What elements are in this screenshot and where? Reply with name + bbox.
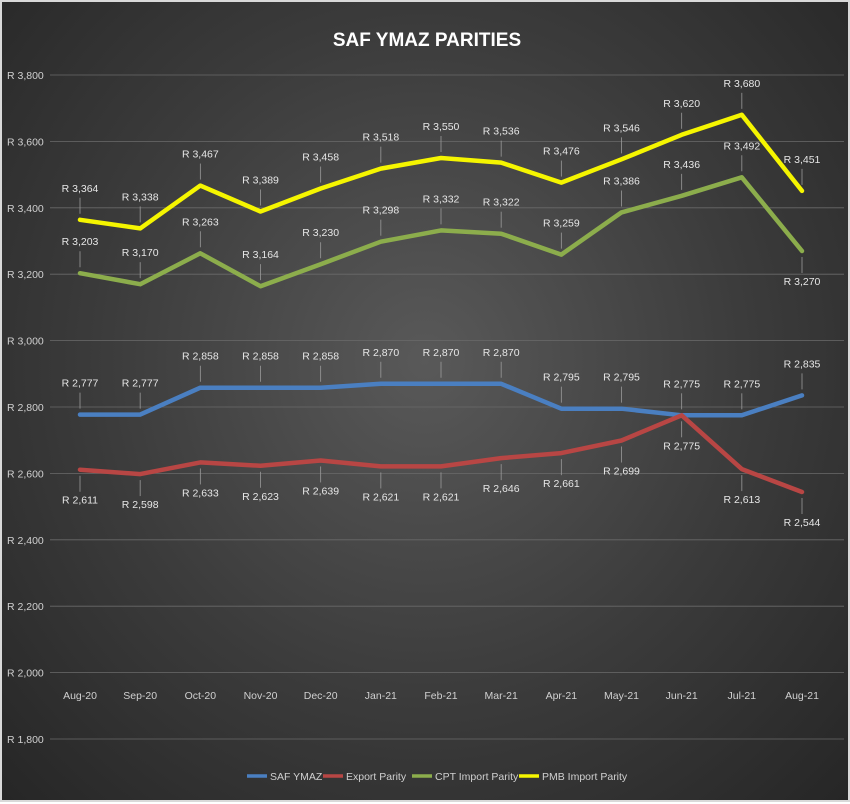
data-label: R 2,598 <box>122 499 159 511</box>
data-label: R 3,492 <box>723 140 760 152</box>
data-label: R 2,835 <box>784 358 821 370</box>
data-label: R 3,386 <box>603 175 640 187</box>
series-line-cpt-import-parity <box>77 175 805 289</box>
data-label: R 3,546 <box>603 122 640 134</box>
data-label: R 2,621 <box>362 491 399 503</box>
data-label: R 2,858 <box>242 351 279 363</box>
x-tick-label: Jul-21 <box>728 690 757 702</box>
y-tick-label: R 2,000 <box>7 668 44 680</box>
y-axis-ticks: R 1,800 R 2,000 R 2,200 R 2,400 R 2,600 R 2,8… <box>7 70 44 746</box>
data-label: R 2,623 <box>242 491 279 503</box>
y-tick-label: R 3,600 <box>7 136 44 148</box>
x-tick-label: Aug-20 <box>63 690 97 702</box>
gridlines <box>50 74 844 740</box>
data-label: R 2,870 <box>362 347 399 359</box>
y-tick-label: R 1,800 <box>7 734 44 746</box>
x-tick-label: Mar-21 <box>485 690 518 702</box>
data-label: R 3,436 <box>663 159 700 171</box>
chart-title: SAF YMAZ PARITIES <box>333 30 521 51</box>
series-line-export-parity <box>77 413 805 495</box>
x-tick-label: Oct-20 <box>185 690 217 702</box>
data-label: R 2,544 <box>784 517 821 529</box>
data-label: R 3,259 <box>543 218 580 230</box>
data-label: R 3,458 <box>302 152 339 164</box>
data-label: R 2,621 <box>423 491 460 503</box>
data-label: R 3,263 <box>182 216 219 228</box>
series-lines <box>77 112 805 495</box>
data-label: R 3,332 <box>423 193 460 205</box>
data-label: R 3,518 <box>362 132 399 144</box>
x-tick-label: Feb-21 <box>424 690 457 702</box>
data-label: R 3,230 <box>302 227 339 239</box>
x-tick-label: Aug-21 <box>785 690 819 702</box>
legend-label: PMB Import Parity <box>542 771 628 783</box>
y-tick-label: R 2,400 <box>7 535 44 547</box>
data-label: R 2,699 <box>603 466 640 478</box>
data-label: R 2,777 <box>122 378 159 390</box>
data-label: R 2,858 <box>302 351 339 363</box>
data-label: R 2,777 <box>62 378 99 390</box>
data-label: R 3,270 <box>784 276 821 288</box>
x-tick-label: Nov-20 <box>244 690 278 702</box>
data-label: R 3,451 <box>784 154 821 166</box>
y-tick-label: R 3,800 <box>7 70 44 82</box>
series-line-pmb-import-parity <box>77 112 805 231</box>
y-tick-label: R 2,200 <box>7 601 44 613</box>
data-label: R 2,633 <box>182 487 219 499</box>
legend-label: CPT Import Parity <box>435 771 519 783</box>
data-label: R 2,775 <box>663 378 700 390</box>
y-tick-label: R 3,200 <box>7 269 44 281</box>
legend-label: Export Parity <box>346 771 407 783</box>
data-label: R 3,389 <box>242 174 279 186</box>
data-label: R 3,467 <box>182 149 219 161</box>
data-label: R 3,680 <box>723 78 760 90</box>
data-label: R 2,646 <box>483 483 520 495</box>
legend-label: SAF YMAZ <box>270 771 323 783</box>
data-label: R 2,775 <box>723 378 760 390</box>
data-label: R 2,795 <box>543 372 580 384</box>
x-tick-label: May-21 <box>604 690 639 702</box>
y-tick-label: R 2,800 <box>7 402 44 414</box>
data-label: R 2,870 <box>423 347 460 359</box>
data-label: R 2,611 <box>62 495 98 507</box>
data-label: R 3,298 <box>362 205 399 217</box>
y-tick-label: R 3,000 <box>7 336 44 348</box>
data-labels: R 2,777 R 2,777 R 2,858 R 2,858 R 2,858 R 2,8… <box>62 78 821 529</box>
x-axis-ticks: Aug-20 Sep-20 Oct-20 Nov-20 Dec-20 Jan-21 Feb-… <box>63 690 819 702</box>
data-label: R 3,164 <box>242 249 279 261</box>
x-tick-label: Jan-21 <box>365 690 397 702</box>
data-label: R 3,364 <box>62 183 99 195</box>
data-label: R 3,536 <box>483 126 520 138</box>
data-label: R 3,170 <box>122 247 159 259</box>
data-label: R 2,858 <box>182 351 219 363</box>
x-tick-label: Dec-20 <box>304 690 338 702</box>
data-label: R 3,620 <box>663 98 700 110</box>
data-label: R 2,870 <box>483 347 520 359</box>
data-label: R 3,203 <box>62 236 99 248</box>
legend: SAF YMAZ Export Parity CPT Import Parity PM… <box>247 771 628 783</box>
data-label: R 2,661 <box>543 478 580 490</box>
data-label: R 3,476 <box>543 146 580 158</box>
data-label: R 3,338 <box>122 191 159 203</box>
x-tick-label: Jun-21 <box>666 690 698 702</box>
data-label: R 3,550 <box>423 121 460 133</box>
data-label: R 2,639 <box>302 485 339 497</box>
data-label: R 2,795 <box>603 372 640 384</box>
y-tick-label: R 3,400 <box>7 203 44 215</box>
data-label: R 2,775 <box>663 440 700 452</box>
data-label: R 2,613 <box>723 494 760 506</box>
x-tick-label: Sep-20 <box>123 690 157 702</box>
data-label: R 3,322 <box>483 197 520 209</box>
y-tick-label: R 2,600 <box>7 468 44 480</box>
x-tick-label: Apr-21 <box>546 690 578 702</box>
